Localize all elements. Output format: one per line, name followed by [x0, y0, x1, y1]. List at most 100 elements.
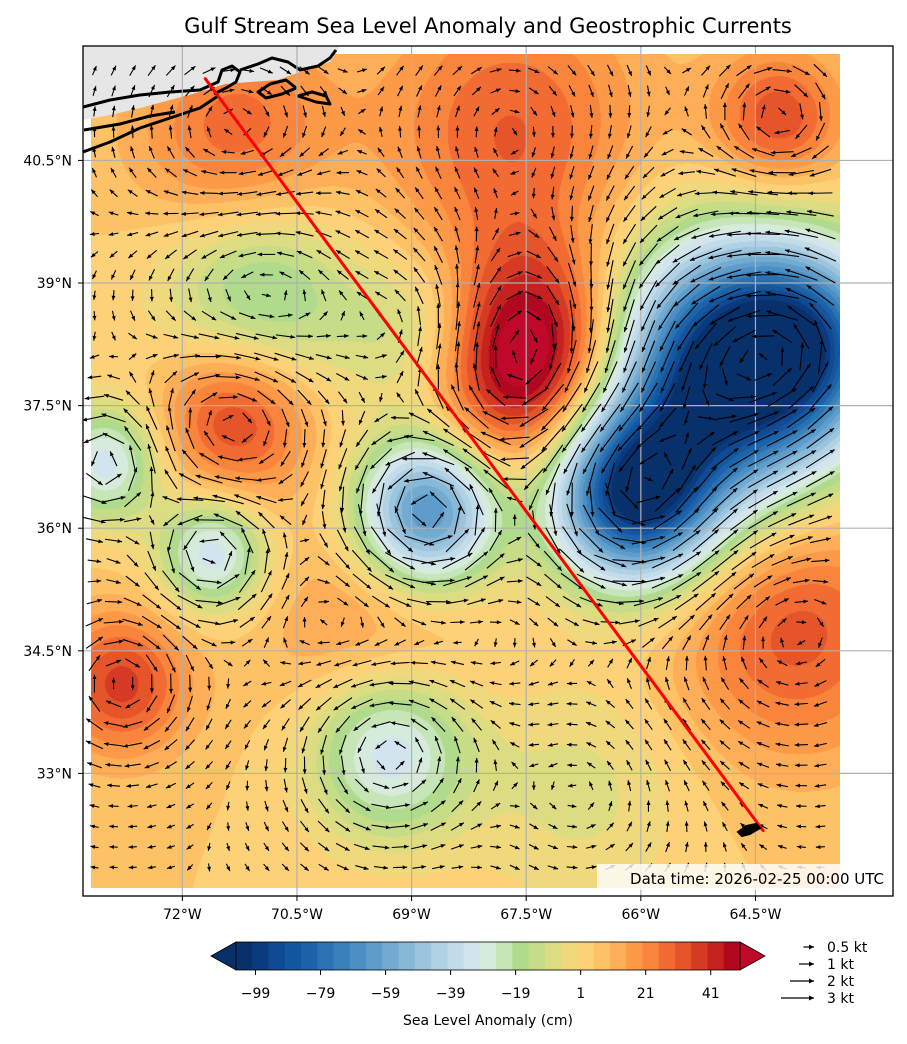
current-arrow: [234, 353, 261, 361]
current-arrow: [452, 65, 463, 76]
current-arrow: [254, 371, 279, 383]
current-arrow: [336, 170, 350, 175]
current-arrow: [815, 804, 826, 809]
current-arrow: [720, 677, 730, 690]
colorbar-frame: [235, 941, 741, 971]
current-arrow: [277, 169, 294, 177]
current-arrow: [777, 845, 787, 849]
current-arrow: [567, 639, 577, 646]
current-arrow: [103, 639, 124, 645]
current-arrow: [240, 149, 255, 155]
current-arrow: [340, 486, 345, 513]
current-arrow: [337, 776, 349, 795]
current-arrow: [335, 798, 351, 814]
current-arrow: [547, 722, 559, 727]
current-arrow: [318, 863, 329, 871]
current-arrow: [721, 801, 729, 811]
current-arrow: [528, 844, 539, 850]
current-arrow: [442, 552, 473, 570]
current-arrow: [809, 302, 832, 330]
current-arrow: [449, 698, 466, 710]
current-arrow: [696, 169, 716, 175]
current-arrow: [795, 804, 807, 809]
current-arrow: [511, 761, 519, 769]
current-arrow: [410, 801, 429, 811]
current-arrow: [454, 206, 461, 221]
current-arrow: [473, 282, 481, 308]
current-arrow: [225, 863, 231, 872]
current-arrow: [90, 865, 99, 870]
current-arrow: [243, 719, 251, 729]
current-arrow: [123, 408, 143, 428]
current-arrow: [692, 529, 720, 552]
current-arrow: [507, 600, 522, 605]
current-arrow: [731, 551, 757, 571]
current-arrow: [149, 125, 154, 139]
current-arrow: [128, 824, 138, 829]
current-arrow: [548, 823, 558, 830]
current-arrow: [376, 332, 386, 340]
current-arrow: [606, 822, 615, 831]
current-arrow: [145, 189, 158, 197]
current-arrow: [765, 250, 800, 258]
current-arrow: [641, 186, 656, 200]
current-arrow: [181, 230, 199, 238]
current-arrow: [299, 576, 310, 587]
current-arrow: [413, 267, 426, 283]
current-arrow: [758, 657, 768, 669]
current-arrow: [368, 572, 394, 590]
colorbar-swatch: [528, 942, 546, 970]
current-arrow: [729, 530, 759, 551]
current-arrow: [709, 306, 740, 325]
current-arrow: [644, 718, 653, 730]
current-arrow: [589, 242, 594, 267]
current-arrow: [644, 739, 653, 751]
current-arrow: [90, 211, 99, 217]
current-arrow: [770, 150, 794, 155]
current-arrow: [509, 844, 520, 850]
current-arrow: [106, 558, 121, 564]
current-arrow: [130, 677, 135, 690]
current-arrow: [125, 575, 140, 588]
current-arrow: [394, 208, 406, 219]
current-arrow: [640, 300, 657, 332]
current-arrow: [748, 189, 778, 196]
current-arrow: [300, 596, 309, 608]
current-arrow: [110, 65, 117, 76]
current-arrow: [256, 232, 277, 237]
current-arrow: [433, 245, 443, 263]
current-arrow: [261, 409, 271, 427]
current-arrow: [507, 251, 522, 258]
current-arrow: [202, 67, 216, 74]
current-arrow: [355, 639, 369, 646]
current-arrow: [394, 486, 406, 514]
current-arrow: [222, 269, 234, 281]
current-arrow: [445, 528, 470, 553]
current-arrow: [760, 104, 766, 119]
quiver-key: 0.5 kt1 kt2 kt3 kt: [781, 940, 868, 1007]
current-arrow: [531, 187, 536, 199]
current-arrow: [548, 342, 557, 371]
current-arrow: [213, 513, 243, 527]
current-arrow: [241, 527, 254, 554]
current-arrow: [651, 553, 684, 569]
current-arrow: [541, 425, 565, 452]
current-arrow: [275, 231, 296, 236]
current-arrow: [468, 385, 485, 410]
current-arrow: [608, 780, 613, 791]
colorbar-swatch: [577, 942, 595, 970]
current-arrow: [603, 640, 617, 645]
current-arrow: [129, 65, 137, 76]
current-arrow: [281, 718, 290, 731]
current-arrow: [335, 354, 350, 360]
current-arrow: [430, 800, 446, 813]
current-arrow: [489, 529, 503, 552]
current-arrow: [281, 863, 290, 872]
current-arrow: [608, 104, 613, 118]
current-arrow: [490, 824, 502, 829]
current-arrow: [187, 105, 193, 118]
current-arrow: [528, 87, 539, 95]
current-arrow: [241, 271, 254, 279]
current-arrow: [786, 449, 817, 468]
current-arrow: [619, 619, 640, 625]
